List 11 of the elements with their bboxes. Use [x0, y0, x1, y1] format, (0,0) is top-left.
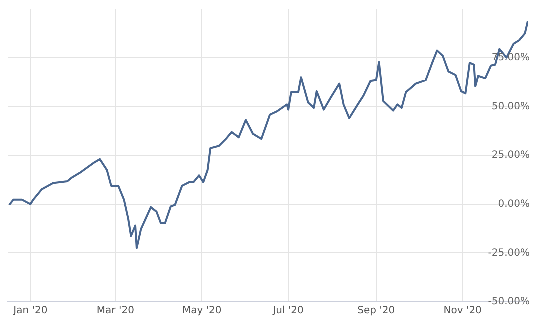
- y-tick-label: 25.00%: [492, 150, 530, 162]
- y-tick-label: 0.00%: [498, 198, 530, 210]
- x-tick-label: Nov '20: [444, 306, 482, 317]
- y-tick-label: -50.00%: [488, 296, 530, 308]
- x-tick-label: May '20: [182, 306, 222, 317]
- x-tick-label: Mar '20: [96, 306, 134, 317]
- y-tick-label: 50.00%: [492, 101, 530, 112]
- x-tick-label: Sep '20: [358, 306, 396, 317]
- y-tick-label: -25.00%: [488, 248, 530, 259]
- x-tick-label: Jan '20: [12, 306, 48, 317]
- x-tick-label: Jul '20: [272, 306, 304, 317]
